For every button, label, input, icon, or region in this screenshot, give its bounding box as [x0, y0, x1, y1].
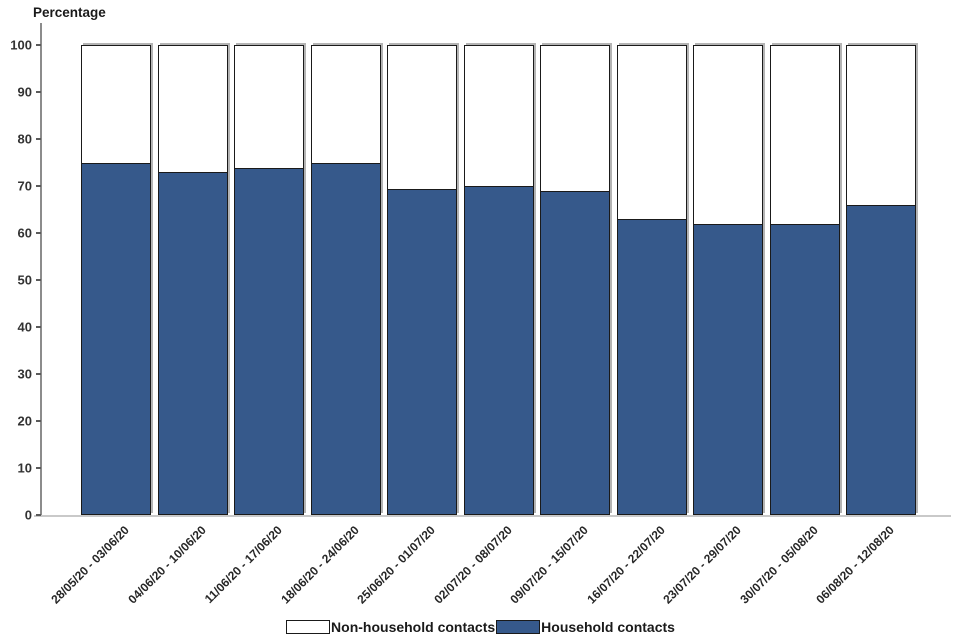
bar-non-household-segment: [846, 45, 916, 515]
y-tick-label: 100: [10, 37, 32, 53]
bar-household-segment: [770, 223, 839, 514]
bar-non-household-segment: [81, 45, 151, 515]
legend-swatch: [496, 620, 541, 634]
y-tick-mark: [36, 232, 41, 234]
y-axis-title: Percentage: [33, 5, 106, 20]
bar-household-segment: [158, 172, 227, 514]
legend-swatch: [286, 620, 331, 634]
y-tick-label: 60: [17, 225, 32, 241]
y-tick-label: 80: [17, 131, 32, 147]
plot-area: 0 10 20 30 40 50 60 70 80 90 100 28/05/20 - 03/06/…: [10, 23, 951, 607]
bar-non-household-segment: [693, 45, 763, 515]
legend-entry: Household contacts: [495, 619, 675, 635]
y-axis-line: [40, 23, 42, 517]
bar-non-household-segment: [616, 45, 687, 515]
y-tick-label: 50: [17, 272, 32, 288]
y-tick-mark: [36, 138, 41, 140]
y-tick-mark: [36, 467, 41, 469]
y-tick-mark: [36, 373, 41, 375]
y-tick-mark: [36, 514, 41, 516]
bar-non-household-segment: [234, 45, 304, 515]
bar-household-segment: [388, 188, 456, 514]
bar-household-segment: [235, 167, 303, 514]
bar-household-segment: [311, 163, 380, 514]
y-tick-mark: [36, 44, 41, 46]
bar-non-household-segment: [540, 45, 610, 515]
y-tick-label: 90: [17, 84, 32, 100]
bar-household-segment: [847, 205, 915, 514]
legend-entry: Non-household contacts: [285, 619, 495, 635]
y-tick-label: 70: [17, 178, 32, 194]
y-tick-label: 10: [17, 460, 32, 476]
y-tick-mark: [36, 279, 41, 281]
bar-household-segment: [617, 219, 686, 514]
legend-label: Household contacts: [541, 619, 675, 635]
legend: Non-household contacts Household contacts: [0, 615, 960, 639]
y-tick-mark: [36, 185, 41, 187]
x-axis-line: [34, 515, 951, 517]
bar-non-household-segment: [157, 45, 228, 515]
bar-non-household-segment: [769, 45, 840, 515]
bar-household-segment: [82, 163, 150, 514]
bar-non-household-segment: [310, 45, 381, 515]
y-tick-label: 30: [17, 366, 32, 382]
legend-label: Non-household contacts: [331, 619, 496, 635]
bar-non-household-segment: [387, 45, 457, 515]
bar-household-segment: [464, 186, 533, 514]
bar-household-segment: [694, 223, 762, 514]
y-tick-mark: [36, 420, 41, 422]
y-tick-label: 20: [17, 413, 32, 429]
bar-non-household-segment: [463, 45, 534, 515]
y-tick-mark: [36, 326, 41, 328]
y-tick-label: 0: [24, 507, 32, 523]
y-tick-mark: [36, 91, 41, 93]
y-tick-label: 40: [17, 319, 32, 335]
bar-household-segment: [541, 191, 609, 514]
